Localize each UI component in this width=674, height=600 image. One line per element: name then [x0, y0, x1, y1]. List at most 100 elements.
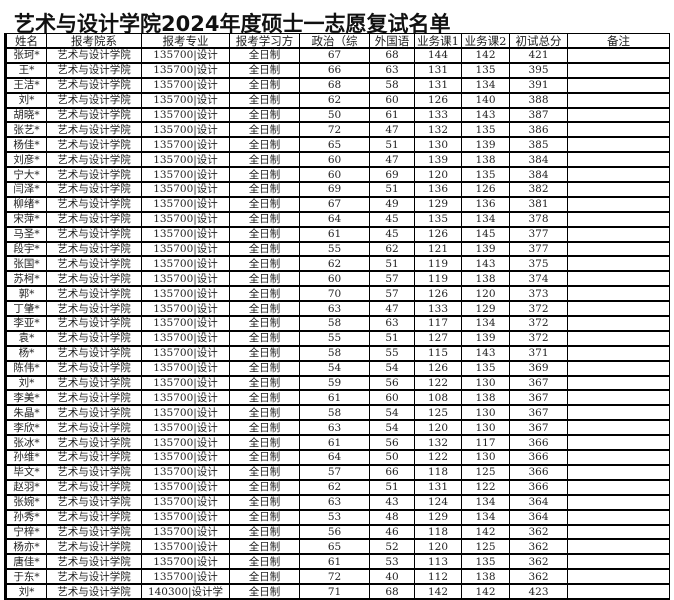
- cell-remarks: [567, 360, 670, 377]
- cell-total-score: 372: [509, 330, 568, 347]
- cell-department: 艺术与设计学院: [46, 285, 142, 302]
- cell-remarks: [567, 62, 670, 79]
- cell-study-mode: 全日制: [229, 151, 300, 168]
- cell-foreign-language: 54: [369, 419, 415, 436]
- cell-department: 艺术与设计学院: [46, 479, 142, 496]
- cell-course-2: 135: [461, 553, 510, 570]
- cell-remarks: [567, 107, 670, 123]
- cell-remarks: [567, 524, 670, 540]
- cell-politics: 60: [299, 166, 370, 183]
- cell-major: 135700|设计: [141, 553, 230, 570]
- cell-name: 李欣*: [5, 419, 47, 436]
- cell-major: 135700|设计: [141, 524, 230, 540]
- cell-course-1: 112: [414, 568, 462, 585]
- cell-foreign-language: 53: [369, 553, 415, 570]
- cell-politics: 60: [299, 270, 370, 287]
- cell-course-2: 134: [461, 315, 510, 332]
- cell-course-2: 139: [461, 241, 510, 257]
- cell-total-score: 378: [509, 211, 568, 228]
- cell-study-mode: 全日制: [229, 360, 300, 377]
- cell-politics: 50: [299, 107, 370, 123]
- cell-remarks: [567, 92, 670, 109]
- cell-name: 杨佳*: [5, 136, 47, 153]
- cell-major: 135700|设计: [141, 494, 230, 511]
- cell-name: 孙秀*: [5, 509, 47, 525]
- cell-course-2: 126: [461, 181, 510, 198]
- cell-course-1: 121: [414, 241, 462, 257]
- table-row: 宁大* 艺术与设计学院 135700|设计 全日制 60 69 120 135 384: [5, 166, 670, 183]
- cell-name: 王洁*: [5, 77, 47, 94]
- cell-politics: 58: [299, 345, 370, 362]
- cell-study-mode: 全日制: [229, 315, 300, 332]
- cell-politics: 63: [299, 419, 370, 436]
- cell-major: 135700|设计: [141, 360, 230, 377]
- cell-study-mode: 全日制: [229, 553, 300, 570]
- cell-major: 135700|设计: [141, 92, 230, 109]
- cell-department: 艺术与设计学院: [46, 553, 142, 570]
- cell-total-score: 384: [509, 151, 568, 168]
- cell-study-mode: 全日制: [229, 241, 300, 257]
- cell-course-2: 135: [461, 121, 510, 138]
- cell-department: 艺术与设计学院: [46, 315, 142, 332]
- cell-total-score: 362: [509, 553, 568, 570]
- table-row: 张冰* 艺术与设计学院 135700|设计 全日制 61 56 132 117 366: [5, 434, 670, 451]
- cell-major: 135700|设计: [141, 226, 230, 243]
- table-row: 杨* 艺术与设计学院 135700|设计 全日制 58 55 115 143 371: [5, 345, 670, 362]
- cell-major: 135700|设计: [141, 538, 230, 555]
- cell-total-score: 372: [509, 315, 568, 332]
- cell-study-mode: 全日制: [229, 136, 300, 153]
- table-row: 刘* 艺术与设计学院 135700|设计 全日制 59 56 122 130 367: [5, 375, 670, 391]
- cell-politics: 64: [299, 449, 370, 466]
- cell-study-mode: 全日制: [229, 509, 300, 525]
- cell-major: 135700|设计: [141, 315, 230, 332]
- cell-foreign-language: 52: [369, 538, 415, 555]
- cell-foreign-language: 47: [369, 151, 415, 168]
- cell-department: 艺术与设计学院: [46, 419, 142, 436]
- cell-course-2: 142: [461, 524, 510, 540]
- cell-study-mode: 全日制: [229, 464, 300, 481]
- cell-department: 艺术与设计学院: [46, 300, 142, 317]
- cell-politics: 58: [299, 404, 370, 421]
- cell-foreign-language: 45: [369, 226, 415, 243]
- cell-foreign-language: 62: [369, 241, 415, 257]
- cell-name: 郭*: [5, 285, 47, 302]
- cell-department: 艺术与设计学院: [46, 226, 142, 243]
- table-row: 郭* 艺术与设计学院 135700|设计 全日制 70 57 126 120 373: [5, 285, 670, 302]
- cell-study-mode: 全日制: [229, 226, 300, 243]
- cell-department: 艺术与设计学院: [46, 583, 142, 600]
- cell-study-mode: 全日制: [229, 166, 300, 183]
- cell-total-score: 381: [509, 196, 568, 213]
- cell-remarks: [567, 464, 670, 481]
- cell-department: 艺术与设计学院: [46, 241, 142, 257]
- cell-course-1: 126: [414, 92, 462, 109]
- cell-study-mode: 全日制: [229, 583, 300, 600]
- cell-name: 孙维*: [5, 449, 47, 466]
- cell-major: 135700|设计: [141, 389, 230, 406]
- cell-department: 艺术与设计学院: [46, 464, 142, 481]
- cell-major: 135700|设计: [141, 375, 230, 391]
- cell-politics: 69: [299, 181, 370, 198]
- cell-total-score: 367: [509, 375, 568, 391]
- cell-department: 艺术与设计学院: [46, 389, 142, 406]
- cell-study-mode: 全日制: [229, 270, 300, 287]
- cell-course-2: 139: [461, 136, 510, 153]
- cell-politics: 61: [299, 434, 370, 451]
- cell-major: 135700|设计: [141, 434, 230, 451]
- cell-foreign-language: 46: [369, 524, 415, 540]
- cell-total-score: 362: [509, 568, 568, 585]
- cell-major: 135700|设计: [141, 166, 230, 183]
- table-row: 唐佳* 艺术与设计学院 135700|设计 全日制 61 53 113 135 362: [5, 553, 670, 570]
- cell-politics: 54: [299, 360, 370, 377]
- cell-foreign-language: 55: [369, 345, 415, 362]
- cell-total-score: 385: [509, 136, 568, 153]
- table-row: 宋萍* 艺术与设计学院 135700|设计 全日制 64 45 135 134 378: [5, 211, 670, 228]
- cell-course-1: 118: [414, 524, 462, 540]
- cell-foreign-language: 54: [369, 360, 415, 377]
- cell-total-score: 386: [509, 121, 568, 138]
- cell-foreign-language: 56: [369, 434, 415, 451]
- cell-remarks: [567, 255, 670, 272]
- cell-study-mode: 全日制: [229, 196, 300, 213]
- cell-name: 刘*: [5, 375, 47, 391]
- cell-remarks: [567, 389, 670, 406]
- cell-foreign-language: 63: [369, 315, 415, 332]
